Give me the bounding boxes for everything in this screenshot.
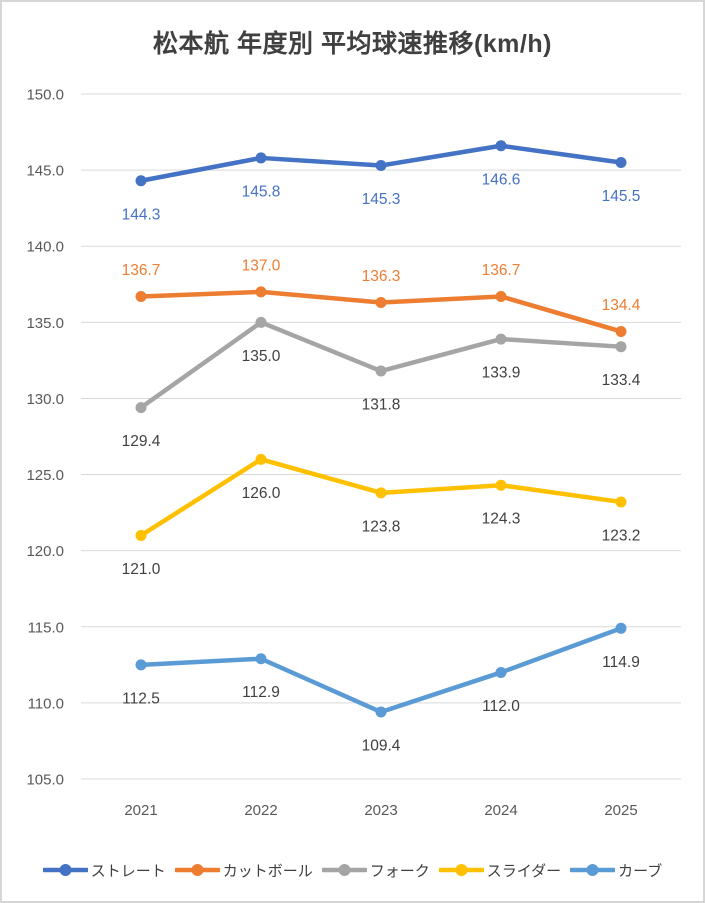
y-axis-label: 140.0 (26, 239, 64, 256)
y-axis-label: 135.0 (26, 315, 64, 332)
data-label-slider: 123.8 (362, 518, 401, 535)
legend-item-slider: スライダー (438, 860, 562, 881)
legend-item-straight: ストレート (42, 860, 166, 881)
legend-label-curve: カーブ (618, 862, 663, 880)
legend-marker-curve-icon (570, 864, 616, 876)
legend-item-curve: カーブ (570, 860, 662, 881)
data-point-curve (495, 666, 507, 678)
y-axis-label: 105.0 (26, 772, 64, 789)
data-point-fork (255, 316, 267, 328)
data-point-fork (495, 333, 507, 345)
data-label-slider: 126.0 (242, 485, 281, 502)
data-label-cutball: 136.7 (482, 262, 521, 279)
legend: ストレート カットボール フォーク スライダー カーブ (2, 857, 703, 883)
data-point-cutball (375, 297, 387, 309)
data-point-fork (615, 341, 627, 353)
y-axis-label: 150.0 (26, 87, 64, 104)
data-point-slider (615, 496, 627, 508)
data-point-fork (375, 365, 387, 377)
data-label-curve: 114.9 (602, 654, 640, 671)
data-point-cutball (615, 325, 627, 337)
legend-label-fork: フォーク (369, 862, 430, 880)
data-point-curve (375, 706, 387, 718)
data-label-slider: 121.0 (122, 561, 161, 578)
y-axis-label: 145.0 (26, 163, 64, 180)
data-point-straight (255, 152, 267, 164)
data-point-slider (375, 487, 387, 499)
data-point-fork (135, 402, 147, 414)
legend-item-cutball: カットボール (174, 860, 313, 881)
data-point-straight (495, 140, 507, 152)
data-point-cutball (135, 290, 147, 302)
data-label-straight: 144.3 (122, 206, 161, 223)
data-label-cutball: 136.3 (362, 268, 401, 285)
data-point-straight (615, 157, 627, 168)
plot-area: 150.0 145.0 140.0 135.0 130.0 125.0 120.0 115.0… (26, 87, 681, 819)
data-label-fork: 135.0 (242, 348, 281, 365)
data-label-curve: 112.5 (122, 690, 160, 707)
y-axis-label: 120.0 (26, 543, 64, 560)
legend-label-cutball: カットボール (222, 862, 313, 880)
y-axis-label: 110.0 (28, 695, 64, 712)
data-label-slider: 123.2 (602, 527, 641, 544)
data-point-slider (255, 453, 267, 465)
data-point-straight (375, 160, 387, 172)
y-axis-label: 125.0 (26, 467, 64, 484)
data-label-fork: 133.9 (482, 365, 521, 382)
y-axis-label: 130.0 (26, 391, 64, 408)
data-label-straight: 145.3 (362, 191, 401, 208)
data-label-straight: 145.5 (602, 188, 641, 205)
data-point-curve (135, 659, 147, 671)
data-label-slider: 124.3 (482, 511, 521, 528)
x-axis-label: 2025 (604, 802, 637, 819)
data-label-curve: 112.9 (242, 684, 280, 701)
legend-marker-cutball-icon (174, 864, 220, 876)
x-axis-label: 2023 (364, 802, 397, 819)
x-axis-label: 2021 (124, 802, 157, 819)
data-point-cutball (255, 286, 267, 298)
series-line-curve (138, 626, 624, 715)
y-axis-label: 115.0 (28, 619, 64, 636)
data-point-curve (615, 622, 627, 634)
data-point-straight (135, 175, 147, 187)
legend-item-fork: フォーク (321, 860, 430, 881)
legend-label-straight: ストレート (90, 862, 166, 880)
chart-title: 松本航 年度別 平均球速推移(km/h) (153, 30, 552, 58)
data-label-fork: 133.4 (602, 372, 641, 389)
legend-label-slider: スライダー (486, 862, 562, 880)
data-label-cutball: 137.0 (242, 257, 281, 274)
data-label-curve: 109.4 (362, 738, 401, 755)
data-label-fork: 129.4 (122, 433, 161, 450)
data-label-fork: 131.8 (362, 397, 401, 414)
legend-marker-slider-icon (438, 864, 484, 876)
series-line-fork (138, 320, 624, 410)
data-point-slider (135, 529, 147, 541)
data-label-curve: 112.0 (482, 698, 520, 715)
x-axis-label: 2022 (244, 802, 277, 819)
legend-marker-straight-icon (42, 864, 88, 876)
data-label-cutball: 136.7 (122, 262, 161, 279)
data-label-cutball: 134.4 (602, 297, 641, 314)
data-label-straight: 146.6 (482, 171, 521, 188)
legend-marker-fork-icon (321, 864, 367, 876)
data-label-straight: 145.8 (242, 183, 281, 200)
data-point-curve (255, 653, 267, 665)
data-point-cutball (495, 290, 507, 302)
data-point-slider (495, 479, 507, 491)
x-axis-label: 2024 (484, 802, 517, 819)
